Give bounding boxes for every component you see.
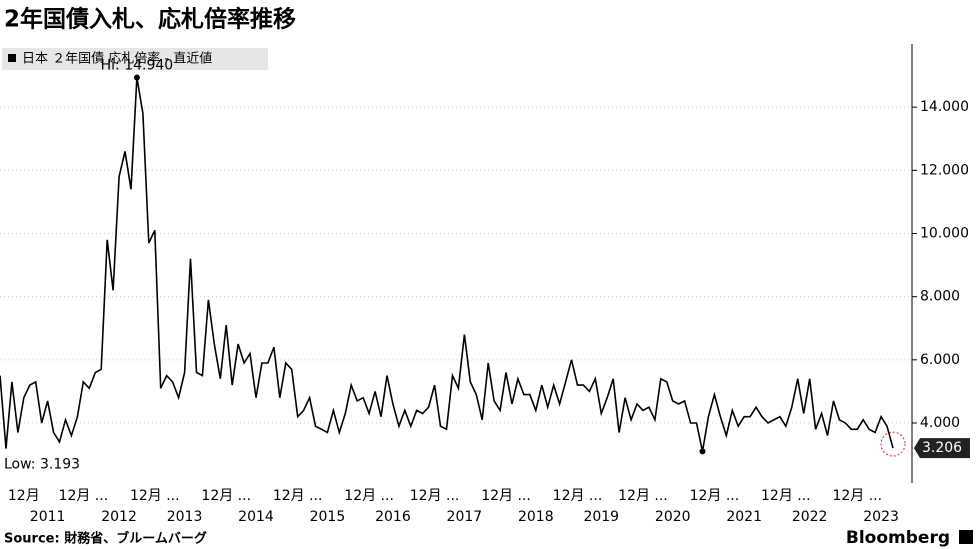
chart-title: 2年国債入札、応札倍率推移 — [4, 6, 296, 33]
x-tick-label: 12月 ... — [481, 488, 531, 504]
year-label: 2018 — [518, 509, 554, 525]
last-value-label: 3.206 — [922, 440, 962, 456]
y-tick-label: 14.000 — [920, 99, 969, 115]
legend-swatch — [8, 54, 16, 62]
x-tick-label: 12月 ... — [690, 488, 740, 504]
brand: Bloomberg — [846, 528, 950, 548]
data-line — [0, 77, 894, 452]
hi-dot — [133, 74, 140, 81]
x-tick-label: 12月 ... — [553, 488, 603, 504]
y-tick-label: 4.000 — [920, 415, 960, 431]
x-tick-label: 12月 — [8, 488, 40, 504]
year-label: 2017 — [447, 509, 483, 525]
year-label: 2023 — [863, 509, 899, 525]
year-label: 2013 — [167, 509, 203, 525]
x-tick-label: 12月 ... — [761, 488, 811, 504]
legend-box — [2, 48, 268, 70]
year-label: 2019 — [583, 509, 619, 525]
x-tick-label: 12月 ... — [832, 488, 882, 504]
x-tick-label: 12月 ... — [410, 488, 460, 504]
year-label: 2014 — [238, 509, 274, 525]
low-label: Low: 3.193 — [4, 456, 80, 472]
low-dot — [699, 448, 706, 455]
y-tick-label: 8.000 — [920, 289, 960, 305]
last-marker — [880, 431, 906, 457]
year-label: 2012 — [101, 509, 137, 525]
x-tick-label: 12月 ... — [273, 488, 323, 504]
x-tick-label: 12月 ... — [618, 488, 668, 504]
y-tick-label: 12.000 — [920, 162, 969, 178]
source: Source: 財務省、ブルームバーグ — [4, 531, 207, 547]
x-tick-label: 12月 ... — [344, 488, 394, 504]
year-label: 2020 — [655, 509, 691, 525]
x-tick-label: 12月 ... — [59, 488, 109, 504]
legend-label: 日本 ２年国債 応札倍率 - 直近値 — [22, 51, 212, 67]
year-label: 2022 — [792, 509, 828, 525]
year-label: 2011 — [30, 509, 66, 525]
year-label: 2015 — [310, 509, 346, 525]
x-tick-label: 12月 ... — [130, 488, 180, 504]
hi-label: Hi: 14.940 — [101, 57, 174, 73]
y-tick-label: 10.000 — [920, 225, 969, 241]
y-tick-label: 6.000 — [920, 352, 960, 368]
year-label: 2021 — [726, 509, 762, 525]
last-value-box — [914, 438, 970, 459]
brand-icon — [959, 530, 973, 544]
x-tick-label: 12月 ... — [201, 488, 251, 504]
year-label: 2016 — [375, 509, 411, 525]
